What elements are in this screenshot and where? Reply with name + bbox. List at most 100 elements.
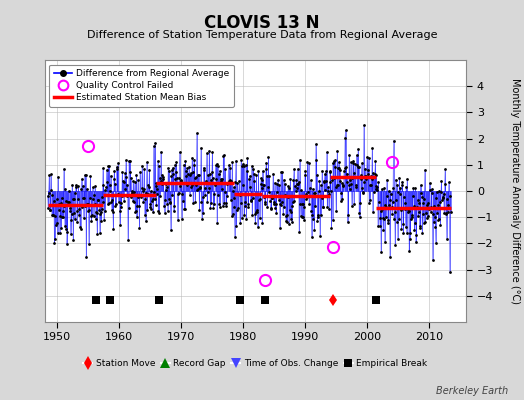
Point xyxy=(369,170,377,177)
Point xyxy=(412,239,420,246)
Point xyxy=(154,158,162,164)
Point xyxy=(272,181,281,188)
Point xyxy=(159,176,167,183)
Point xyxy=(68,182,77,188)
Point xyxy=(345,186,354,192)
Point xyxy=(110,176,118,182)
Point xyxy=(366,197,374,203)
Point xyxy=(340,165,348,171)
Point xyxy=(163,208,172,215)
Point xyxy=(145,184,153,190)
Point xyxy=(133,203,141,209)
Point xyxy=(396,191,404,198)
Point xyxy=(276,225,284,231)
Point xyxy=(275,182,283,188)
Point xyxy=(321,171,329,177)
Point xyxy=(136,194,145,200)
Point xyxy=(228,211,237,217)
Point xyxy=(269,170,277,177)
Point xyxy=(132,208,140,214)
Point xyxy=(326,179,334,185)
Point xyxy=(360,179,368,185)
Point xyxy=(206,204,214,211)
Point xyxy=(429,257,437,263)
Point xyxy=(151,183,160,189)
Point xyxy=(378,205,386,212)
Point xyxy=(335,165,344,172)
Point xyxy=(279,211,287,217)
Point xyxy=(86,195,94,202)
Point xyxy=(275,196,283,203)
Point xyxy=(337,198,345,204)
Point xyxy=(401,224,410,230)
Legend: Station Move, Record Gap, Time of Obs. Change, Empirical Break: Station Move, Record Gap, Time of Obs. C… xyxy=(81,357,430,371)
Point xyxy=(341,135,349,141)
Point xyxy=(412,231,421,238)
Point xyxy=(147,188,156,194)
Point xyxy=(124,205,133,211)
Point xyxy=(230,184,238,190)
Point xyxy=(137,185,146,191)
Point xyxy=(287,208,296,215)
Point xyxy=(205,148,213,154)
Point xyxy=(109,226,117,232)
Point xyxy=(209,175,217,182)
Point xyxy=(358,190,367,196)
Point xyxy=(337,190,346,196)
Point xyxy=(141,218,150,224)
Point xyxy=(311,203,320,210)
Point xyxy=(244,204,253,210)
Point xyxy=(332,184,340,190)
Point xyxy=(296,157,304,163)
Point xyxy=(97,205,106,212)
Point xyxy=(325,206,333,213)
Point xyxy=(245,176,253,182)
Point xyxy=(260,200,269,207)
Point xyxy=(132,172,140,178)
Text: CLOVIS 13 N: CLOVIS 13 N xyxy=(204,14,320,32)
Point xyxy=(369,174,378,180)
Point xyxy=(364,155,373,161)
Point xyxy=(398,182,406,188)
Point xyxy=(116,200,125,206)
Point xyxy=(146,204,155,210)
Point xyxy=(357,160,366,166)
Point xyxy=(131,209,139,215)
Point xyxy=(414,209,423,216)
Point xyxy=(144,182,152,188)
Point xyxy=(162,187,170,194)
Point xyxy=(204,184,213,191)
Point xyxy=(190,157,199,163)
Point xyxy=(113,163,121,170)
Point xyxy=(372,183,380,190)
Point xyxy=(144,191,152,198)
Point xyxy=(64,198,72,205)
Point xyxy=(165,196,173,202)
Point xyxy=(176,149,184,155)
Point xyxy=(325,190,334,197)
Point xyxy=(227,178,235,184)
Point xyxy=(420,195,429,202)
Point xyxy=(241,199,249,205)
Point xyxy=(414,213,422,220)
Point xyxy=(394,189,402,196)
Point xyxy=(178,215,186,222)
Point xyxy=(54,207,63,213)
Point xyxy=(438,178,446,184)
Point xyxy=(88,212,96,218)
Point xyxy=(269,201,278,208)
Point xyxy=(181,158,190,164)
Point xyxy=(192,174,201,180)
Point xyxy=(148,198,156,205)
Point xyxy=(231,179,239,185)
Point xyxy=(330,158,339,164)
Point xyxy=(363,154,371,160)
Point xyxy=(299,201,308,208)
Point xyxy=(243,155,252,162)
Point xyxy=(387,204,396,211)
Point xyxy=(207,200,215,206)
Point xyxy=(102,166,111,173)
Point xyxy=(285,221,293,227)
Point xyxy=(126,175,135,182)
Point xyxy=(374,223,382,229)
